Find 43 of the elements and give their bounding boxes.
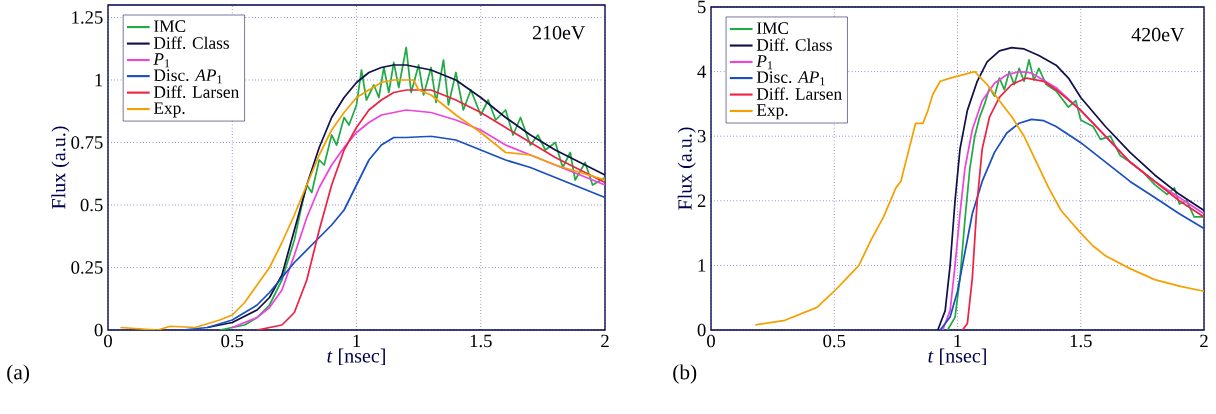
- y-tick-label: 1: [698, 259, 706, 272]
- x-tick-label: 1: [954, 334, 962, 348]
- legend-label: P$_{1}$: [153, 53, 170, 68]
- legend-label: IMC: [154, 20, 186, 32]
- x-tick-label: 0.5: [221, 334, 244, 348]
- x-tick-label: 1: [353, 334, 361, 348]
- legend-label: Disc. AP$_{1}$: [756, 71, 825, 86]
- legend-label: Exp.: [756, 104, 788, 120]
- y-tick-label: 0.25: [71, 261, 103, 274]
- y-axis-title: Flux (a.u.): [677, 127, 696, 210]
- y-tick-label: 5: [698, 0, 706, 14]
- y-tick-label: 3: [697, 129, 706, 143]
- legend-label: P$_{1}$: [756, 55, 773, 70]
- x-tick-label: 0.5: [823, 334, 846, 348]
- text: (b): [673, 364, 697, 384]
- y-tick-label: 0.75: [71, 136, 103, 149]
- legend-label: Diff. Larsen: [153, 85, 239, 98]
- legend-label: Diff. Class: [756, 38, 832, 51]
- x-tick-label: 1.5: [1070, 334, 1092, 348]
- legend-label: Exp.: [153, 102, 185, 118]
- legend-label: Diff. Class: [153, 36, 230, 49]
- y-tick-label: 0: [94, 323, 103, 337]
- annotation: 210eV: [532, 25, 586, 40]
- x-tick-label: 2: [601, 334, 609, 348]
- annotation: 420eV: [1131, 27, 1185, 42]
- legend-label: IMC: [756, 22, 789, 34]
- y-tick-label: 0: [697, 323, 706, 337]
- text: (a): [7, 364, 30, 384]
- y-tick-label: 4: [697, 65, 707, 78]
- line-series: [754, 70, 1205, 326]
- x-tick-label: 0: [707, 334, 715, 348]
- x-tick-label: 1.5: [470, 334, 492, 348]
- legend-label: Disc. AP$_{1}$: [153, 69, 222, 84]
- x-axis-title: t [nsec]: [928, 348, 986, 366]
- y-tick-label: 1: [95, 73, 103, 87]
- y-tick-label: 0.5: [80, 198, 103, 212]
- y-axis-title: Flux (a.u.): [51, 126, 70, 209]
- y-tick-label: 2: [697, 194, 706, 207]
- y-tick-label: 1.25: [72, 11, 103, 24]
- x-tick-label: 0: [104, 334, 112, 348]
- x-tick-label: 2: [1200, 334, 1208, 348]
- x-axis-title: t [nsec]: [327, 348, 385, 366]
- legend-label: Diff. Larsen: [756, 87, 842, 100]
